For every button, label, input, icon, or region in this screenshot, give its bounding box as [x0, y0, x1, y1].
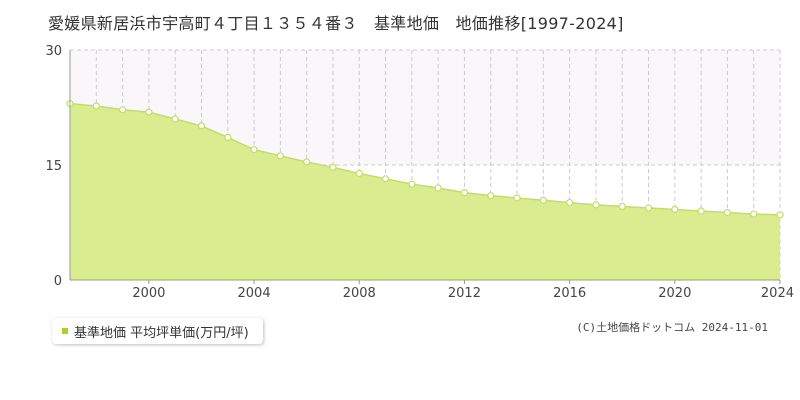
data-point-2001	[171, 115, 179, 123]
data-point-2005	[276, 152, 284, 160]
data-point-2000	[145, 108, 153, 116]
data-point-2003	[224, 133, 232, 141]
data-point-2017	[592, 201, 600, 209]
series-area	[70, 103, 780, 281]
horizontal-gridlines	[70, 49, 780, 166]
x-tick-label-2020: 2020	[658, 286, 691, 301]
data-point-2019	[644, 204, 653, 212]
data-point-2002	[197, 122, 206, 130]
data-point-2022	[723, 208, 732, 217]
data-point-2011	[434, 184, 442, 192]
chart-title: 愛媛県新居浜市宇高町４丁目１３５４番３ 基準地価 地価推移[1997-2024]	[48, 14, 624, 33]
x-tick-labels: 2000 2004 2008 2012 2016 2020 2024	[132, 280, 794, 301]
data-point-2014	[513, 194, 521, 202]
data-point-2021	[697, 207, 705, 215]
x-tick-label-2024: 2024	[761, 286, 794, 301]
data-point-2020	[671, 205, 679, 214]
credit-text: (C)土地価格ドットコム 2024-11-01	[576, 321, 768, 334]
y-tick-label-15: 15	[45, 159, 62, 174]
data-point-2009	[381, 175, 390, 183]
data-point-2015	[539, 196, 547, 204]
data-point-2018	[618, 202, 626, 210]
series-markers	[66, 100, 784, 219]
data-point-2004	[250, 146, 258, 154]
data-point-2010	[408, 180, 416, 188]
data-point-1998	[92, 102, 100, 110]
y-tick-label-30: 30	[45, 44, 62, 59]
legend-swatch	[62, 328, 68, 334]
data-point-2007	[329, 163, 337, 171]
legend-label: 基準地価 平均坪単価(万円/坪)	[74, 325, 249, 341]
data-point-2024	[776, 211, 784, 219]
data-point-2023	[750, 210, 758, 218]
x-tick-label-2012: 2012	[448, 286, 481, 301]
x-tick-label-2000: 2000	[132, 286, 165, 301]
data-point-2016	[566, 198, 574, 207]
data-point-2013	[487, 192, 495, 200]
series-line	[69, 102, 781, 216]
x-tick-label-2004: 2004	[238, 286, 271, 301]
y-tick-labels: 0 15 30	[45, 44, 62, 289]
data-point-1999	[118, 106, 127, 114]
legend: 基準地価 平均坪単価(万円/坪)	[52, 318, 263, 344]
data-point-2008	[355, 169, 363, 178]
data-point-2006	[303, 158, 311, 166]
x-tick-label-2016: 2016	[553, 286, 586, 301]
x-tick-label-2008: 2008	[343, 286, 376, 301]
data-point-2012	[460, 189, 469, 197]
y-tick-label-0: 0	[54, 274, 62, 289]
